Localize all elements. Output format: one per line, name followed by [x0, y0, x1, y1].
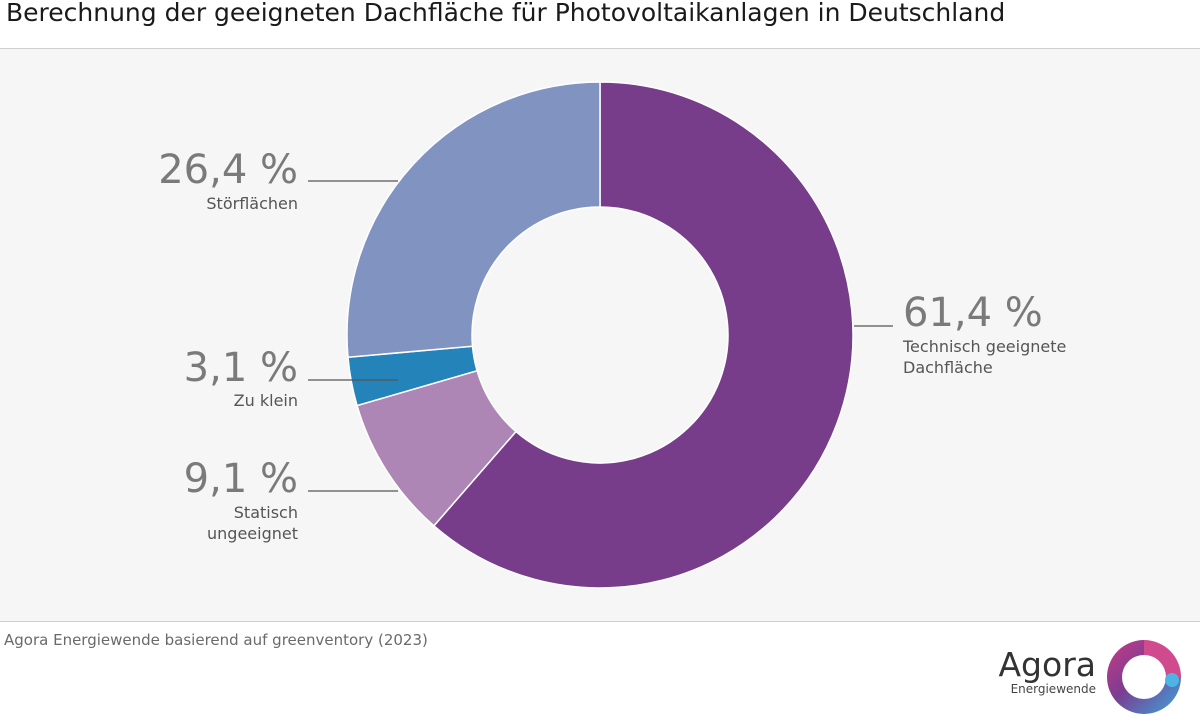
- slice-category-label-0: Technisch geeignete Dachfläche: [902, 337, 1066, 377]
- donut-slice-3: [346, 81, 601, 359]
- slice-value-label-0: 61,4 %: [903, 290, 1043, 336]
- logo-subtitle: Energiewende: [1010, 682, 1096, 696]
- slice-category-label-3: Störflächen: [206, 194, 298, 213]
- agora-logo-icon: [1107, 640, 1181, 714]
- slice-value-label-2: 3,1 %: [184, 345, 298, 391]
- slice-category-label-2: Zu klein: [234, 391, 298, 410]
- agora-logo-text: Agora Energiewende: [998, 645, 1096, 697]
- leader-lines: [308, 180, 893, 492]
- slice-labels: 61,4 %Technisch geeignete Dachfläche 9,1 %…: [158, 147, 1066, 543]
- logo-name: Agora: [998, 645, 1096, 684]
- donut-slices: [346, 81, 854, 589]
- slice-value-label-3: 26,4 %: [158, 147, 298, 193]
- slice-value-label-1: 9,1 %: [184, 456, 298, 502]
- slice-category-label-1: Statisch ungeeignet: [207, 503, 298, 543]
- donut-slice-0: [432, 81, 854, 589]
- source-note: Agora Energiewende basierend auf greenve…: [4, 631, 428, 649]
- chart-title: Berechnung der geeigneten Dachfläche für…: [6, 0, 1006, 27]
